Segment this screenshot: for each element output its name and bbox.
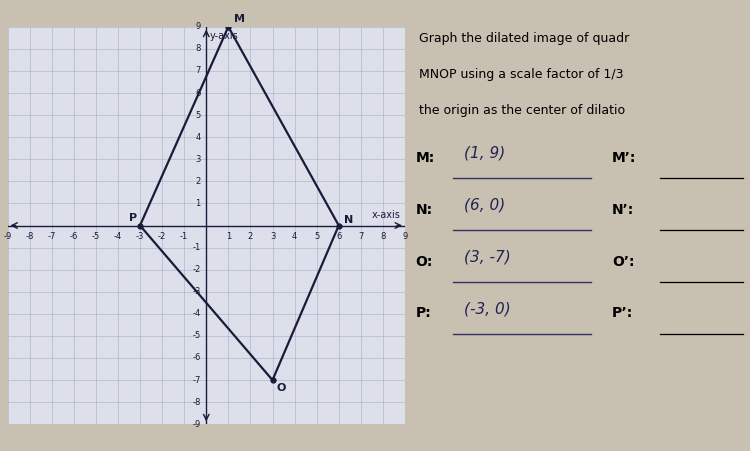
- Text: 8: 8: [195, 44, 201, 53]
- Text: 9: 9: [196, 22, 201, 31]
- Text: 3: 3: [270, 232, 275, 241]
- Text: -2: -2: [193, 265, 201, 274]
- Text: -4: -4: [193, 309, 201, 318]
- Text: P: P: [129, 213, 137, 223]
- Text: 1: 1: [196, 199, 201, 208]
- Text: 6: 6: [336, 232, 341, 241]
- Text: -1: -1: [180, 232, 188, 241]
- Text: 8: 8: [380, 232, 386, 241]
- Text: M’:: M’:: [612, 151, 636, 165]
- Text: -8: -8: [26, 232, 34, 241]
- Text: -6: -6: [192, 354, 201, 363]
- Text: N: N: [344, 215, 353, 226]
- Text: the origin as the center of dilatio: the origin as the center of dilatio: [419, 104, 625, 117]
- Text: 4: 4: [292, 232, 297, 241]
- Text: -7: -7: [47, 232, 56, 241]
- Text: O: O: [277, 383, 286, 393]
- Text: 5: 5: [196, 110, 201, 120]
- Text: (6, 0): (6, 0): [464, 198, 505, 213]
- Text: (3, -7): (3, -7): [464, 249, 511, 265]
- Text: -9: -9: [3, 232, 12, 241]
- Text: -3: -3: [192, 287, 201, 296]
- Text: M:: M:: [416, 151, 434, 165]
- Text: -8: -8: [192, 398, 201, 407]
- Text: 4: 4: [196, 133, 201, 142]
- Text: -5: -5: [92, 232, 100, 241]
- Text: N’:: N’:: [612, 202, 634, 217]
- Text: -7: -7: [192, 376, 201, 385]
- Text: -9: -9: [193, 420, 201, 429]
- Text: 1: 1: [226, 232, 231, 241]
- Text: (-3, 0): (-3, 0): [464, 301, 511, 317]
- Text: (1, 9): (1, 9): [464, 146, 505, 161]
- Text: P’:: P’:: [612, 306, 633, 321]
- Text: O’:: O’:: [612, 254, 634, 269]
- Text: MNOP using a scale factor of 1/3: MNOP using a scale factor of 1/3: [419, 68, 623, 81]
- Text: 7: 7: [195, 66, 201, 75]
- Text: 2: 2: [248, 232, 253, 241]
- Text: 3: 3: [195, 155, 201, 164]
- Text: M: M: [234, 14, 244, 24]
- Text: -1: -1: [193, 243, 201, 252]
- Text: N:: N:: [416, 202, 433, 217]
- Text: x-axis: x-axis: [372, 210, 400, 220]
- Text: O:: O:: [416, 254, 433, 269]
- Text: Graph the dilated image of quadr: Graph the dilated image of quadr: [419, 32, 629, 45]
- Text: y-axis: y-axis: [209, 31, 238, 41]
- Text: 6: 6: [195, 88, 201, 97]
- Text: -5: -5: [193, 331, 201, 341]
- Text: 5: 5: [314, 232, 320, 241]
- Text: 2: 2: [196, 177, 201, 186]
- Text: 9: 9: [402, 232, 408, 241]
- Text: 7: 7: [358, 232, 364, 241]
- Text: -4: -4: [114, 232, 122, 241]
- Text: -3: -3: [136, 232, 144, 241]
- Text: P:: P:: [416, 306, 431, 321]
- Text: -6: -6: [70, 232, 78, 241]
- Text: -2: -2: [158, 232, 166, 241]
